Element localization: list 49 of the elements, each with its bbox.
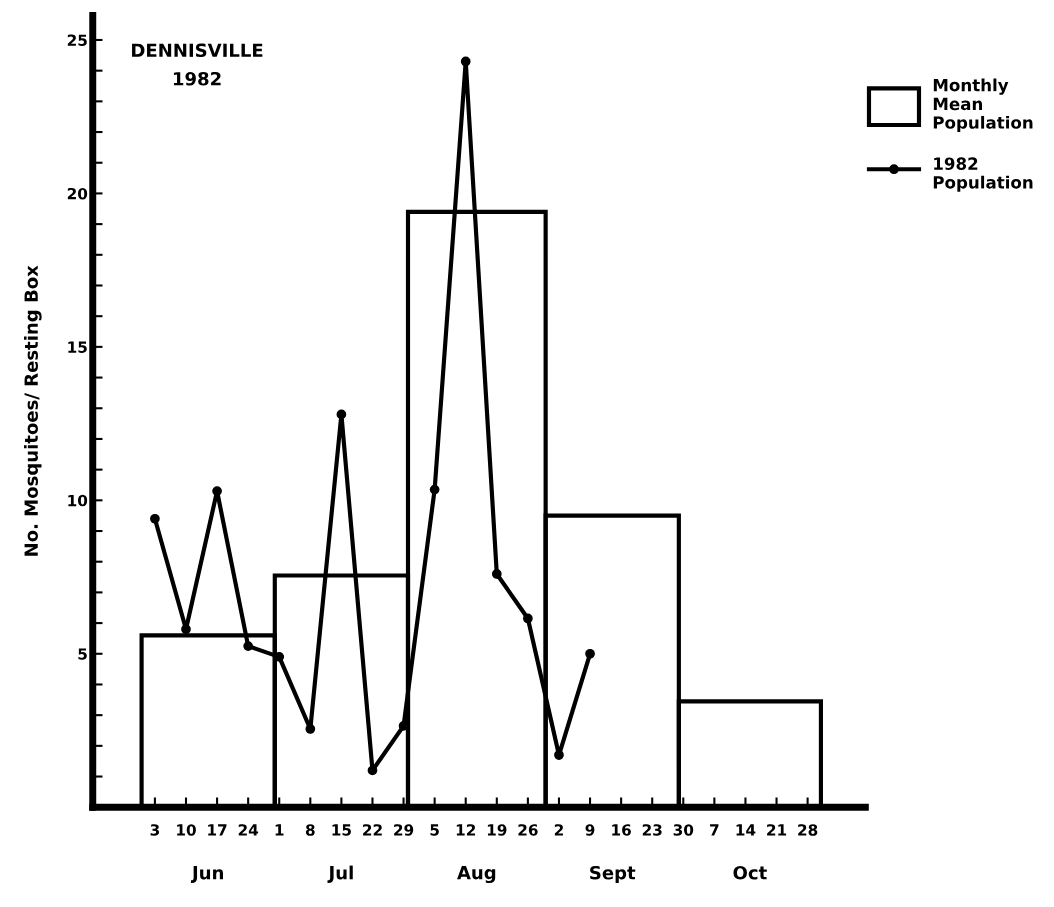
point (491, 569, 502, 579)
x-tick-label: 26 (518, 824, 538, 836)
x-tick-label: 19 (487, 824, 507, 836)
point (554, 750, 564, 760)
point (336, 409, 347, 420)
point (212, 486, 222, 496)
y-tick-label: 25 (67, 34, 87, 46)
point (181, 624, 191, 635)
x-tick-label: 15 (332, 824, 351, 836)
x-tick-label: 3 (150, 824, 160, 836)
point (150, 513, 160, 524)
y-tick-label: 15 (68, 341, 87, 353)
point (460, 56, 471, 67)
y-tick-label: 5 (78, 648, 87, 660)
x-tick-label: 16 (612, 824, 631, 836)
x-tick-label: 29 (394, 824, 414, 836)
y-tick-label: 20 (67, 187, 88, 200)
point (523, 613, 533, 624)
text: Jul (327, 865, 353, 883)
x-tick-label: 21 (767, 824, 787, 836)
x-tick-label: 1 (275, 824, 284, 836)
point (585, 648, 595, 659)
x-tick-label: 5 (430, 824, 439, 836)
x-tick-label: 14 (736, 824, 756, 836)
y-axis-title: No. Mosquitoes/ Resting Box (24, 265, 42, 556)
x-tick-label: 24 (238, 824, 259, 836)
text: Sept (590, 865, 636, 884)
x-tick-label: 23 (642, 824, 662, 836)
text: DENNISVILLE 1982 (132, 43, 263, 86)
text: Oct (733, 865, 767, 880)
text: Aug (457, 865, 496, 884)
x-tick-label: 8 (305, 824, 315, 836)
x-tick-label: 7 (710, 824, 719, 836)
point (367, 765, 378, 776)
x-tick-label: 12 (456, 824, 476, 836)
text: Jun (190, 866, 223, 883)
x-tick-label: 22 (363, 824, 382, 836)
y-tick-label: 10 (68, 494, 88, 507)
x-tick-label: 28 (798, 824, 818, 836)
x-tick-label: 30 (673, 824, 694, 836)
x-tick-label: 17 (208, 824, 227, 836)
x-tick-label: 2 (554, 824, 563, 836)
point (305, 724, 316, 734)
legend-label: Monthly Mean Population (933, 78, 1033, 133)
x-tick-label: 10 (177, 824, 196, 836)
point (429, 484, 440, 495)
x-tick-label: 9 (585, 824, 595, 836)
legend-label: 1982 Population (933, 157, 1033, 192)
point (243, 641, 254, 651)
